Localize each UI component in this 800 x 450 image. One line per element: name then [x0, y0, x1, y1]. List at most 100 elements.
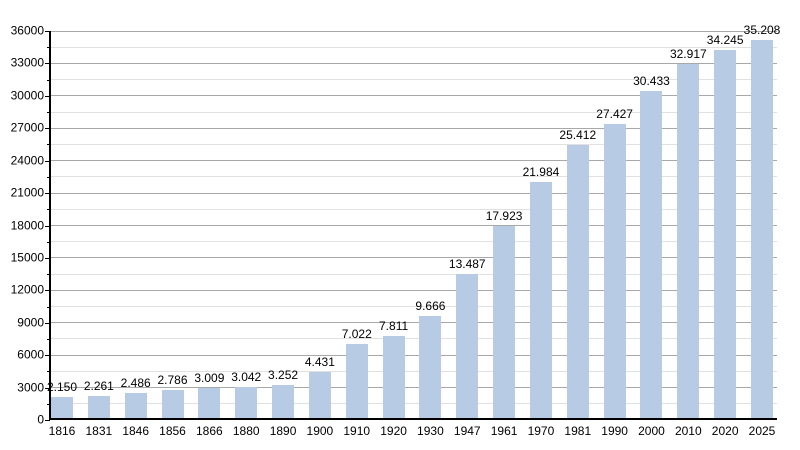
bar	[714, 49, 737, 420]
x-tick-label: 2000	[638, 424, 665, 438]
y-minor-tick	[47, 338, 50, 340]
bar-value-label: 3.252	[268, 367, 299, 382]
y-major-tick	[45, 225, 50, 227]
y-major-tick	[45, 95, 50, 97]
bar-value-label: 2.150	[46, 379, 78, 394]
y-minor-tick	[47, 176, 50, 178]
y-major-tick	[45, 31, 50, 32]
x-tick-label: 1910	[343, 424, 371, 438]
bar	[603, 123, 626, 420]
bar	[566, 145, 589, 420]
bar	[161, 389, 184, 420]
x-tick-label: 1900	[306, 424, 334, 438]
x-tick-label: 1970	[527, 424, 555, 438]
y-minor-tick	[47, 112, 50, 114]
y-minor-tick	[47, 47, 50, 49]
bar-value-label: 34.245	[706, 32, 744, 47]
x-tick-label: 1930	[417, 424, 444, 438]
minor-gridline	[50, 241, 777, 243]
y-tick-label: 12000	[10, 282, 44, 297]
x-tick-label: 1831	[85, 424, 113, 438]
x-tick-label: 1947	[453, 424, 481, 438]
bar-value-label: 7.022	[341, 327, 372, 342]
bar-value-label: 30.433	[633, 74, 670, 89]
bar	[124, 393, 147, 420]
minor-gridline	[50, 176, 777, 178]
minor-gridline	[50, 143, 777, 145]
bar-value-label: 32.917	[669, 47, 707, 62]
major-gridline	[50, 387, 777, 389]
major-gridline	[50, 95, 777, 97]
major-gridline	[50, 289, 777, 291]
major-gridline	[50, 192, 777, 194]
bar	[272, 384, 295, 420]
y-minor-tick	[47, 403, 50, 405]
y-tick-label: 3000	[17, 380, 44, 395]
y-minor-tick	[47, 306, 50, 308]
y-minor-tick	[47, 371, 50, 373]
y-tick-label: 21000	[10, 185, 44, 200]
y-tick-label: 18000	[10, 218, 44, 232]
y-tick-label: 27000	[10, 120, 44, 135]
y-major-tick	[45, 257, 50, 259]
y-tick-label: 24000	[10, 153, 44, 168]
y-tick-label: 9000	[17, 315, 44, 330]
y-tick-label: 0	[37, 412, 44, 427]
y-major-tick	[45, 160, 50, 162]
y-major-tick	[45, 290, 50, 292]
y-major-tick	[45, 63, 50, 65]
bar-value-label: 2.486	[120, 376, 151, 391]
bar-value-label: 3.009	[194, 370, 225, 385]
x-tick-label: 1846	[122, 424, 150, 438]
bar	[456, 274, 479, 420]
y-tick-label: 36000	[10, 23, 44, 38]
x-tick-label: 1961	[490, 424, 518, 438]
y-minor-tick	[47, 274, 50, 276]
bar-value-label: 4.431	[304, 355, 335, 370]
y-minor-tick	[47, 209, 50, 211]
bar-value-label: 21.984	[522, 165, 560, 180]
major-gridline	[50, 322, 777, 324]
bar	[640, 91, 663, 420]
minor-gridline	[50, 370, 777, 372]
bar	[751, 39, 773, 420]
minor-gridline	[50, 306, 777, 308]
y-major-tick	[45, 355, 50, 357]
minor-gridline	[50, 403, 777, 405]
y-minor-tick	[47, 144, 50, 146]
bar-value-label: 7.811	[379, 318, 409, 333]
x-tick-label: 2010	[674, 424, 702, 438]
y-tick-label: 30000	[10, 88, 44, 103]
minor-gridline	[50, 273, 777, 275]
y-minor-tick	[47, 79, 50, 81]
minor-gridline	[50, 338, 777, 340]
y-major-tick	[45, 193, 50, 195]
bar	[51, 396, 73, 420]
x-tick-label: 2025	[748, 424, 776, 438]
minor-gridline	[50, 111, 777, 113]
x-tick-label: 2020	[711, 424, 739, 438]
bar	[345, 344, 368, 420]
y-axis	[49, 31, 51, 420]
y-tick-label: 15000	[10, 250, 44, 265]
bar-value-label: 2.261	[83, 378, 114, 393]
bar-value-label: 35.208	[743, 22, 781, 37]
major-gridline	[50, 354, 777, 356]
y-major-tick	[45, 420, 50, 421]
x-tick-label: 1880	[232, 424, 260, 438]
major-gridline	[50, 30, 777, 32]
x-tick-label: 1890	[269, 424, 297, 438]
y-major-tick	[45, 128, 50, 130]
major-gridline	[50, 257, 777, 259]
bar-value-label: 17.923	[485, 209, 523, 224]
minor-gridline	[50, 208, 777, 210]
major-gridline	[50, 62, 777, 64]
x-axis	[49, 418, 777, 420]
plot-area: 2.150 2.261 2.486 2.786 3.009 3.042 3.252 4.431…	[46, 24, 780, 420]
x-tick-label: 1816	[48, 424, 76, 438]
bar	[529, 182, 552, 420]
bar	[493, 226, 516, 420]
bar	[87, 395, 110, 420]
bar-value-label: 25.412	[559, 128, 597, 143]
